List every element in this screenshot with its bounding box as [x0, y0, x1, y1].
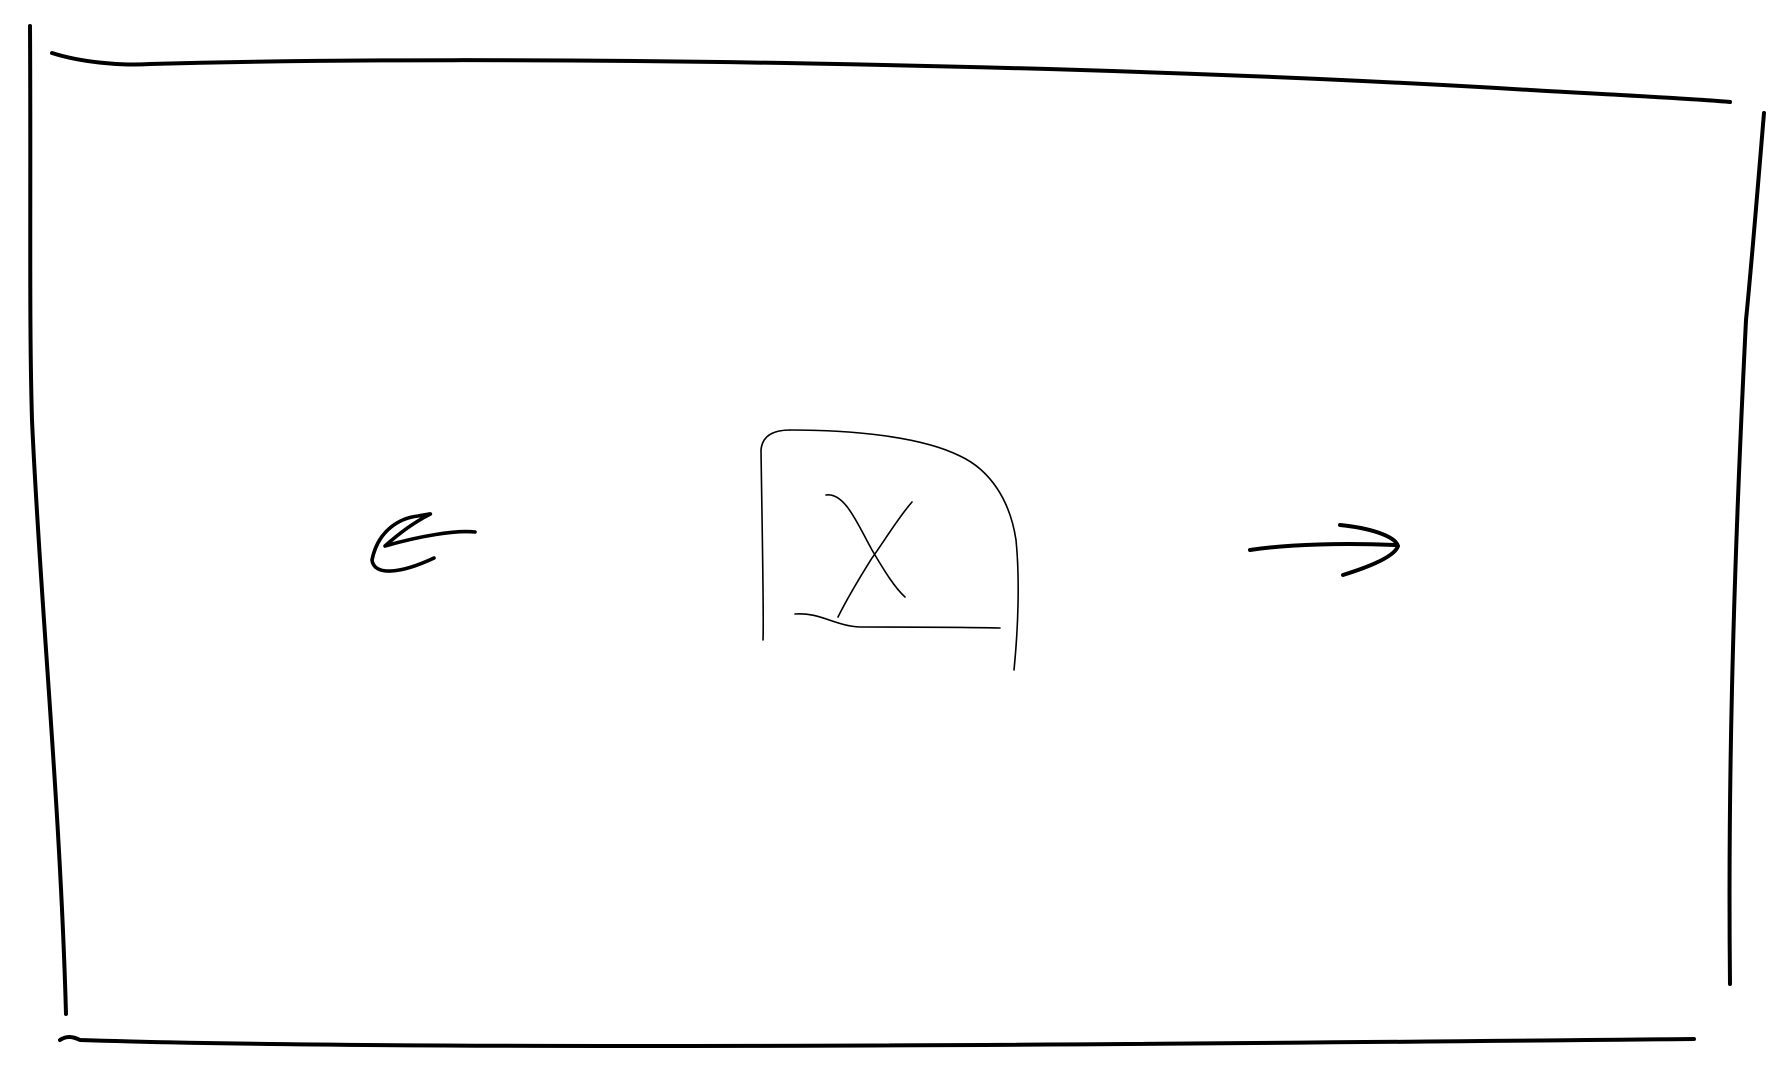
arrow-left-stroke: [370, 512, 477, 573]
close-x-icon[interactable]: [760, 429, 1019, 671]
arrow-right-icon[interactable]: [1248, 523, 1400, 577]
close-x-stroke-b: [837, 501, 913, 618]
frame-left-edge: [28, 24, 68, 1016]
close-x-stroke-a: [825, 494, 906, 598]
arrow-left-icon[interactable]: [370, 512, 477, 573]
frame-bottom-edge: [58, 1035, 1696, 1049]
close-box-top-curve: [789, 429, 1019, 671]
close-box-left-edge: [760, 429, 791, 641]
frame-right-edge: [1727, 111, 1766, 986]
arrow-right-head: [1338, 523, 1400, 577]
arrow-right-shaft: [1248, 542, 1397, 552]
outer-frame: [28, 24, 1766, 1049]
frame-top-edge: [50, 51, 1732, 104]
close-box-bottom-edge: [794, 613, 1001, 629]
